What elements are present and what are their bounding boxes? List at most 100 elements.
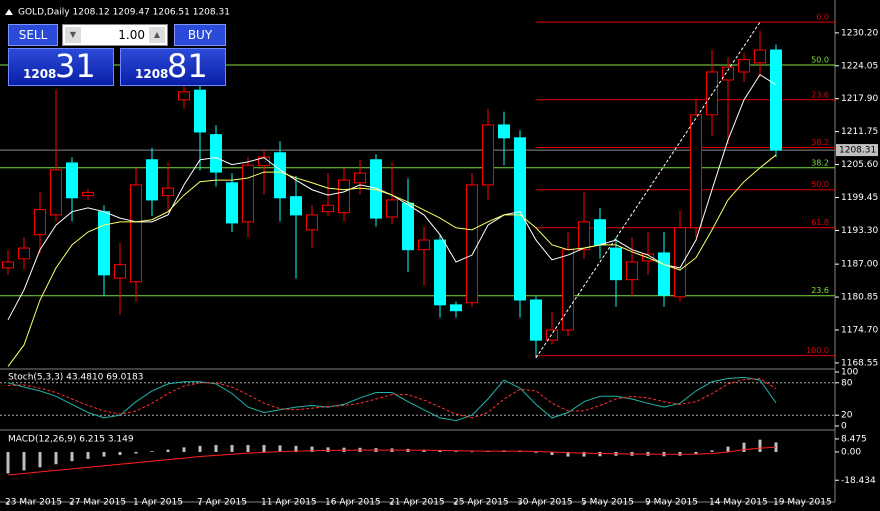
histogram-bar: [582, 451, 586, 457]
lot-up[interactable]: ▲: [149, 27, 165, 43]
fib-label: 38.2: [811, 158, 829, 167]
candle-body: [354, 172, 366, 184]
panel-title: Stoch(5,3,3) 43.4810 69.0183: [8, 373, 143, 383]
fib-label: 38.2: [811, 138, 829, 147]
histogram-bar: [70, 451, 74, 462]
histogram-bar: [134, 451, 138, 454]
y-tick-label: 1193.30: [841, 226, 878, 236]
buy-button[interactable]: BUY: [174, 24, 226, 46]
fib-label: 61.8: [811, 218, 829, 227]
candle-body: [738, 59, 750, 73]
fib-label: 100.0: [806, 346, 829, 355]
histogram-bar: [278, 445, 282, 452]
candle-body: [50, 169, 62, 216]
histogram-bar: [566, 451, 570, 457]
y-tick-label: 1211.75: [841, 127, 878, 137]
x-tick-label: 9 May 2015: [645, 498, 698, 508]
candle-body: [578, 221, 590, 251]
candle-body: [754, 49, 766, 64]
histogram-bar: [182, 447, 186, 452]
x-tick-label: 23 Mar 2015: [5, 498, 62, 508]
x-tick-label: 16 Apr 2015: [325, 498, 381, 508]
ask-pips: 81: [167, 47, 208, 85]
candle-body: [722, 66, 734, 81]
chart-title: GOLD,Daily 1208.12 1209.47 1206.51 1208.…: [18, 8, 230, 18]
indicator-line: [7, 377, 777, 419]
candle-body: [482, 124, 494, 186]
lot-input[interactable]: ▼ 1.00 ▲: [62, 24, 168, 46]
candle-body: [434, 239, 446, 306]
x-tick-label: 11 Apr 2015: [261, 498, 317, 508]
histogram-bar: [118, 451, 122, 456]
fib-label: 50.0: [811, 55, 829, 64]
x-tick-label: 14 May 2015: [709, 498, 768, 508]
candle-body: [114, 264, 126, 279]
y-tick-label: 1199.45: [841, 193, 878, 203]
histogram-bar: [758, 439, 762, 452]
candle-body: [450, 304, 462, 312]
trade-panel: SELL ▼ 1.00 ▲ BUY 1208 31 1208 81: [8, 24, 226, 88]
panel-title: MACD(12,26,9) 6.215 3.149: [8, 435, 134, 445]
histogram-bar: [22, 451, 26, 471]
ask-big-figure: 1208: [135, 67, 169, 81]
y-tick-label: 1180.85: [841, 293, 878, 303]
candle-body: [130, 184, 142, 283]
candle-body: [66, 162, 78, 199]
candle-body: [18, 247, 30, 260]
candle-body: [290, 196, 302, 216]
candle-body: [594, 219, 606, 246]
candle-body: [386, 199, 398, 218]
candle-body: [562, 249, 574, 331]
sell-button[interactable]: SELL: [8, 24, 58, 46]
x-tick-label: 27 Mar 2015: [69, 498, 126, 508]
histogram-bar: [438, 450, 442, 452]
y-tick-label: 1187.00: [841, 260, 878, 270]
indicator-line: [7, 446, 777, 476]
y-tick-label: -18.434: [841, 476, 876, 486]
candle-body: [242, 164, 254, 223]
histogram-bar: [166, 449, 170, 452]
candle-body: [402, 202, 414, 251]
histogram-bar: [262, 445, 266, 452]
candle-body: [674, 227, 686, 298]
y-tick-label: 80: [841, 378, 853, 388]
candle-body: [98, 211, 110, 276]
y-tick-label: 20: [841, 411, 853, 421]
candle-body: [610, 247, 622, 281]
histogram-bar: [38, 451, 42, 468]
y-tick-label: 1168.55: [841, 358, 878, 368]
y-tick-label: 1205.60: [841, 160, 878, 170]
candle-body: [626, 261, 638, 281]
candle-body: [418, 239, 430, 251]
candle-body: [226, 182, 238, 224]
candle-body: [658, 252, 670, 296]
last-price-box: [836, 144, 878, 157]
candle-body: [34, 209, 46, 236]
trend-line: [535, 21, 761, 359]
candle-body: [690, 114, 702, 229]
x-tick-label: 5 May 2015: [581, 498, 634, 508]
bid-box[interactable]: 1208 31: [8, 47, 114, 86]
x-tick-label: 25 Apr 2015: [453, 498, 509, 508]
lot-value: 1.00: [118, 28, 145, 42]
candle-body: [274, 152, 286, 199]
lot-down[interactable]: ▼: [65, 27, 81, 43]
ask-box[interactable]: 1208 81: [120, 47, 226, 86]
histogram-bar: [326, 447, 330, 452]
candle-body: [546, 329, 558, 341]
candle-body: [338, 179, 350, 214]
candle-body: [162, 187, 174, 197]
histogram-bar: [454, 451, 458, 452]
histogram-bar: [294, 445, 298, 452]
candle-body: [530, 299, 542, 341]
histogram-bar: [310, 446, 314, 452]
last-price-label: 1208.31: [839, 146, 876, 156]
histogram-bar: [102, 451, 106, 457]
histogram-bar: [550, 451, 554, 456]
candle-body: [770, 49, 782, 151]
candle-body: [498, 124, 510, 139]
candle-body: [82, 191, 94, 197]
x-tick-label: 19 May 2015: [773, 498, 832, 508]
histogram-bar: [710, 450, 714, 452]
